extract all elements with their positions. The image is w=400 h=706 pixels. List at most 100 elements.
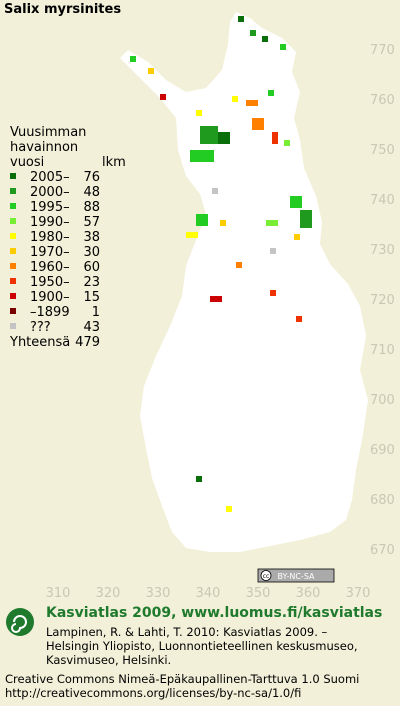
square: [296, 316, 302, 322]
legend-swatch: [10, 248, 16, 254]
legend-label: ???: [30, 320, 51, 335]
legend-count: 43: [83, 320, 100, 335]
legend-count: 38: [83, 230, 100, 245]
legend-count: 60: [83, 260, 100, 275]
legend-count: 57: [83, 215, 100, 230]
square: [252, 118, 264, 130]
legend-label: 1950–: [30, 275, 70, 290]
y-grid-label: 720: [370, 293, 395, 308]
square: [246, 100, 258, 106]
square: [280, 44, 286, 50]
license: Creative Commons Nimeä-Epäkaupallinen-Ta…: [5, 672, 359, 686]
legend-count: 1: [92, 305, 100, 320]
citation: Lampinen, R. & Lahti, T. 2010: Kasviatla…: [46, 625, 328, 639]
legend-label: 1970–: [30, 245, 70, 260]
total-count: 479: [75, 335, 100, 350]
y-grid-label: 690: [370, 443, 395, 458]
legend-swatch: [10, 323, 16, 329]
square: [300, 210, 312, 228]
square: [294, 234, 300, 240]
square: [232, 96, 238, 102]
legend-swatch: [10, 203, 16, 209]
legend-swatch: [10, 173, 16, 179]
square: [186, 232, 198, 238]
observation-squares: [130, 16, 312, 512]
square: [238, 16, 244, 22]
x-grid-label: 340: [196, 586, 221, 601]
square: [218, 132, 230, 144]
square: [200, 126, 218, 144]
square: [266, 220, 278, 226]
legend-label: –1899: [30, 305, 70, 320]
site-title: Kasviatlas 2009, www.luomus.fi/kasviatla…: [46, 605, 382, 621]
legend-count: 23: [83, 275, 100, 290]
legend-heading: vuosi: [10, 155, 44, 170]
legend-label: 1990–: [30, 215, 70, 230]
y-grid-label: 700: [370, 393, 395, 408]
legend-count: 88: [83, 200, 100, 215]
legend-swatch: [10, 278, 16, 284]
x-grid-label: 320: [96, 586, 121, 601]
grid-labels: 770 760 750 740 730 720 710 700 690 680 670 310 320 3…: [46, 43, 395, 601]
citation: Helsingin Yliopisto, Luonnontieteellinen…: [46, 639, 358, 653]
square: [270, 290, 276, 296]
y-grid-label: 740: [370, 193, 395, 208]
legend-count: 48: [83, 185, 100, 200]
legend-label: 1980–: [30, 230, 70, 245]
x-grid-label: 370: [346, 586, 371, 601]
square: [212, 188, 218, 194]
square: [270, 248, 276, 254]
square: [250, 30, 256, 36]
legend-label: 1900–: [30, 290, 70, 305]
x-grid-label: 360: [296, 586, 321, 601]
legend-count: 15: [83, 290, 100, 305]
badge-text: BY-NC-SA: [277, 572, 315, 581]
license-url: http://creativecommons.org/licenses/by-n…: [5, 686, 301, 700]
y-grid-label: 760: [370, 93, 395, 108]
svg-text:cc: cc: [263, 573, 270, 580]
y-grid-label: 680: [370, 493, 395, 508]
legend-swatch: [10, 233, 16, 239]
legend-label: 1960–: [30, 260, 70, 275]
square: [262, 36, 268, 42]
square: [130, 56, 136, 62]
square: [196, 476, 202, 482]
y-grid-label: 730: [370, 243, 395, 258]
square: [220, 220, 226, 226]
y-grid-label: 770: [370, 43, 395, 58]
legend-swatch: [10, 218, 16, 224]
square: [268, 90, 274, 96]
x-grid-label: 330: [146, 586, 171, 601]
legend-count: 30: [83, 245, 100, 260]
legend-label: 2000–: [30, 185, 70, 200]
square: [196, 214, 208, 226]
title: Salix myrsinites: [4, 2, 121, 17]
y-grid-label: 750: [370, 143, 395, 158]
square: [290, 196, 302, 208]
legend-label: 2005–: [30, 170, 70, 185]
square: [226, 506, 232, 512]
square: [190, 150, 214, 162]
legend-heading: Vuusimman: [10, 125, 86, 140]
square: [236, 262, 242, 268]
logo: [6, 608, 34, 636]
legend-swatch: [10, 263, 16, 269]
license-badge: cc BY-NC-SA: [257, 568, 335, 583]
x-grid-label: 310: [46, 586, 71, 601]
x-grid-label: 350: [246, 586, 271, 601]
square: [160, 94, 166, 100]
total-label: Yhteensä: [9, 335, 70, 350]
legend-count: 76: [83, 170, 100, 185]
legend-swatch: [10, 293, 16, 299]
y-grid-label: 710: [370, 343, 395, 358]
square: [272, 132, 278, 144]
y-grid-label: 670: [370, 543, 395, 558]
legend-count-heading: lkm: [102, 155, 126, 170]
finland-outline: [120, 12, 368, 552]
square: [210, 296, 222, 302]
citation: Kasvimuseo, Helsinki.: [46, 653, 171, 667]
legend-heading: havainnon: [10, 140, 78, 155]
legend-label: 1995–: [30, 200, 70, 215]
